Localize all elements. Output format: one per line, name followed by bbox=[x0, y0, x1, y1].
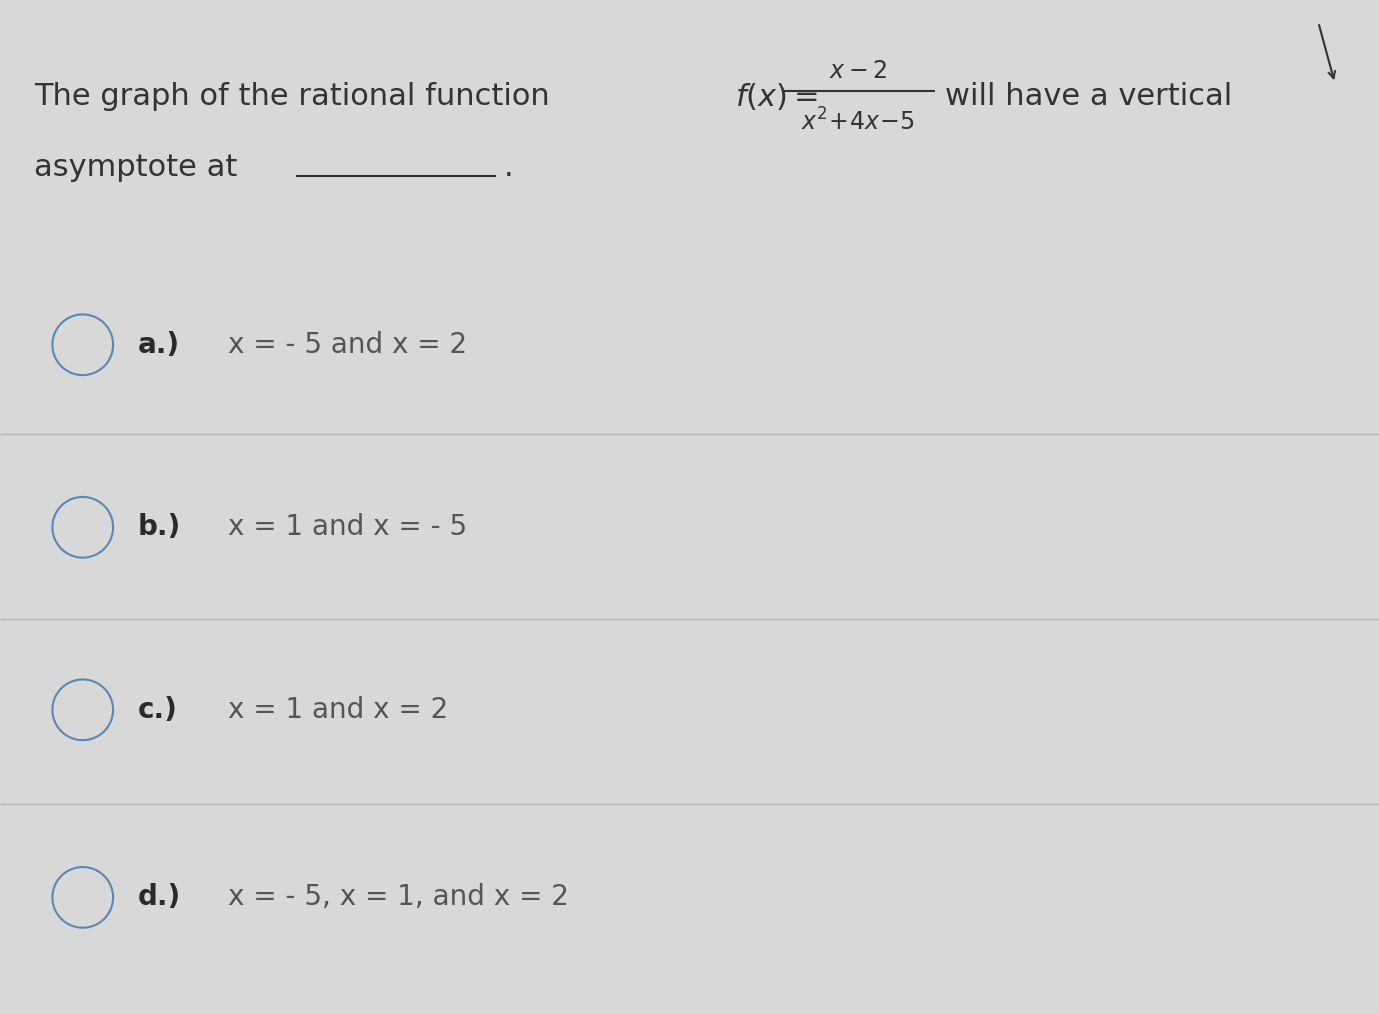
Text: $x^2\!+\!4x\!-\!5$: $x^2\!+\!4x\!-\!5$ bbox=[801, 108, 914, 135]
Text: x = - 5, x = 1, and x = 2: x = - 5, x = 1, and x = 2 bbox=[228, 883, 568, 912]
Text: $\it{f}$$(x) =$: $\it{f}$$(x) =$ bbox=[735, 81, 818, 112]
Text: The graph of the rational function: The graph of the rational function bbox=[34, 82, 560, 111]
Text: asymptote at: asymptote at bbox=[34, 153, 237, 182]
Text: a.): a.) bbox=[138, 331, 181, 359]
Text: x = 1 and x = - 5: x = 1 and x = - 5 bbox=[228, 513, 466, 541]
Text: d.): d.) bbox=[138, 883, 181, 912]
Text: $x-2$: $x-2$ bbox=[829, 59, 887, 83]
Text: b.): b.) bbox=[138, 513, 181, 541]
Text: c.): c.) bbox=[138, 696, 178, 724]
Text: x = - 5 and x = 2: x = - 5 and x = 2 bbox=[228, 331, 466, 359]
Text: .: . bbox=[503, 153, 513, 182]
Text: will have a vertical: will have a vertical bbox=[945, 82, 1231, 111]
Text: x = 1 and x = 2: x = 1 and x = 2 bbox=[228, 696, 448, 724]
